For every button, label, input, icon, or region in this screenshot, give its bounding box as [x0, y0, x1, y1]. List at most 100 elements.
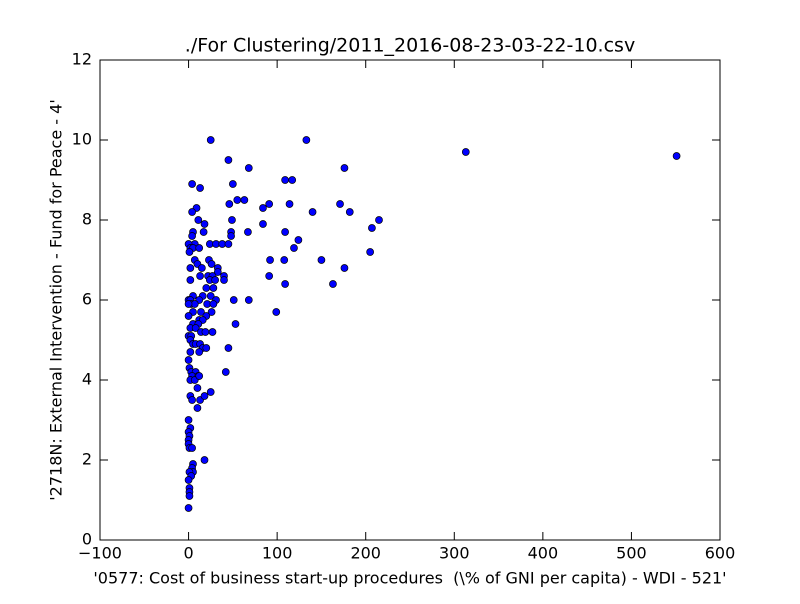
x-tick-label: 500	[616, 544, 647, 563]
point	[336, 200, 344, 208]
point	[184, 312, 193, 320]
y-tick-label: 12	[72, 50, 92, 69]
point	[288, 176, 297, 184]
x-tick-label: 100	[262, 544, 293, 563]
point	[195, 244, 204, 252]
point	[265, 200, 274, 208]
x-tick-label: 400	[528, 544, 559, 563]
point	[195, 348, 204, 356]
point	[294, 236, 303, 244]
point	[366, 248, 374, 256]
point	[281, 176, 289, 184]
point	[281, 228, 289, 236]
point	[329, 280, 337, 288]
point	[227, 232, 235, 240]
point	[224, 156, 233, 164]
point	[375, 216, 383, 224]
point	[225, 200, 234, 208]
point	[265, 272, 274, 280]
point	[207, 260, 216, 268]
point	[340, 264, 349, 272]
y-tick-label: 8	[82, 210, 92, 229]
point	[368, 224, 376, 232]
point	[198, 264, 206, 272]
point	[206, 136, 215, 144]
y-tick-label: 6	[82, 290, 92, 309]
point	[211, 276, 219, 284]
point	[184, 504, 193, 512]
point	[195, 372, 204, 380]
point	[224, 240, 233, 248]
point	[196, 184, 204, 192]
point	[229, 296, 238, 304]
point	[199, 228, 208, 236]
point	[201, 328, 210, 336]
point	[272, 308, 281, 316]
y-tick-label: 2	[82, 450, 92, 469]
point	[231, 320, 240, 328]
point	[244, 296, 253, 304]
x-tick-label: −100	[78, 544, 122, 563]
point	[188, 444, 196, 452]
y-tick-label: 10	[72, 130, 92, 149]
point	[184, 356, 193, 364]
point	[302, 136, 311, 144]
point	[244, 164, 253, 172]
point	[340, 164, 349, 172]
point	[186, 264, 195, 272]
point	[208, 328, 217, 336]
point	[185, 248, 194, 256]
point	[259, 220, 267, 228]
point	[202, 344, 211, 352]
point	[184, 300, 193, 308]
point	[285, 200, 294, 208]
point	[200, 220, 209, 228]
y-tick-label: 0	[82, 530, 92, 549]
point	[266, 256, 274, 264]
point	[191, 324, 200, 332]
chart-title: ./For Clustering/2011_2016-08-23-03-22-1…	[185, 35, 635, 57]
point	[209, 300, 218, 308]
point	[186, 276, 195, 284]
point	[220, 276, 228, 284]
point	[188, 396, 196, 404]
y-tick-label: 4	[82, 370, 92, 389]
point	[259, 204, 267, 212]
point	[207, 308, 216, 316]
point	[672, 152, 681, 160]
point	[193, 404, 202, 412]
x-tick-label: 600	[705, 544, 736, 563]
point	[224, 344, 233, 352]
point	[184, 416, 193, 424]
x-tick-label: 0	[183, 544, 193, 563]
point	[345, 208, 354, 216]
x-tick-label: 300	[439, 544, 470, 563]
point	[188, 180, 196, 188]
point	[280, 256, 289, 264]
point	[196, 272, 204, 280]
point	[188, 208, 196, 216]
point	[200, 456, 209, 464]
plot-frame	[99, 59, 721, 541]
point	[209, 284, 218, 292]
point	[229, 180, 237, 188]
point	[202, 284, 211, 292]
point	[193, 384, 202, 392]
point	[185, 492, 194, 500]
point	[233, 196, 242, 204]
point	[308, 208, 317, 216]
point	[184, 476, 193, 484]
x-axis-label: '0577: Cost of business start-up procedu…	[93, 569, 726, 588]
point	[206, 388, 215, 396]
x-tick-label: 200	[350, 544, 381, 563]
point	[240, 196, 249, 204]
point	[461, 148, 470, 156]
point	[244, 228, 252, 236]
point	[213, 268, 222, 276]
point	[206, 292, 215, 300]
point	[228, 216, 236, 224]
point	[290, 244, 298, 252]
point	[281, 280, 289, 288]
